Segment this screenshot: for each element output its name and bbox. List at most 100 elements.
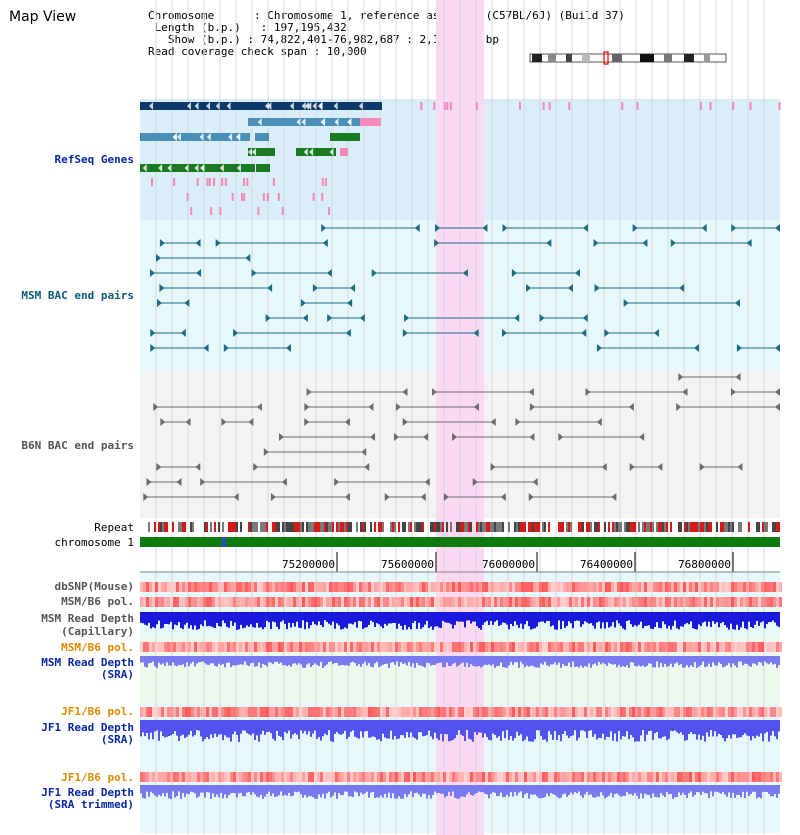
polymorphism-cell — [773, 707, 776, 717]
polymorphism-cell — [356, 597, 359, 607]
read-depth-bar — [430, 720, 432, 737]
polymorphism-cell — [188, 597, 191, 607]
read-depth-bar — [332, 720, 334, 742]
repeat-element — [356, 522, 358, 532]
read-depth-bar — [170, 656, 172, 666]
polymorphism-cell — [611, 772, 614, 782]
polymorphism-cell — [263, 597, 266, 607]
polymorphism-cell — [302, 772, 305, 782]
polymorphism-cell — [377, 707, 380, 717]
read-depth-bar — [572, 720, 574, 736]
track-label-jf1-depth-trimmed: JF1 Read Depth — [41, 786, 134, 799]
polymorphism-cell — [269, 642, 272, 652]
polymorphism-cell — [521, 707, 524, 717]
read-depth-bar — [644, 612, 646, 626]
polymorphism-cell — [530, 772, 533, 782]
bac-end-arrow — [582, 314, 588, 322]
read-depth-bar — [248, 656, 250, 666]
polymorphism-cell — [623, 582, 626, 592]
read-depth-bar — [552, 785, 554, 795]
track-label-refseq[interactable]: RefSeq Genes — [54, 153, 134, 166]
polymorphism-cell — [290, 642, 293, 652]
read-depth-bar — [642, 612, 644, 629]
read-depth-bar — [352, 656, 354, 662]
read-depth-bar — [480, 785, 482, 793]
read-depth-bar — [696, 720, 698, 740]
polymorphism-cell — [305, 772, 308, 782]
polymorphism-cell — [473, 772, 476, 782]
read-depth-bar — [184, 656, 186, 668]
polymorphism-cell — [437, 707, 440, 717]
read-depth-bar — [272, 785, 274, 794]
read-depth-bar — [288, 612, 290, 623]
read-depth-bar — [214, 656, 216, 666]
read-depth-bar — [532, 612, 534, 629]
read-depth-bar — [742, 656, 744, 666]
track-label-msm-bac[interactable]: MSM BAC end pairs — [21, 289, 134, 302]
read-depth-bar — [140, 785, 142, 794]
polymorphism-cell — [461, 642, 464, 652]
bac-end-arrow — [256, 403, 262, 411]
polymorphism-cell — [695, 707, 698, 717]
polymorphism-cell — [707, 772, 710, 782]
read-depth-bar — [540, 656, 542, 664]
read-depth-bar — [552, 656, 554, 665]
polymorphism-cell — [239, 597, 242, 607]
polymorphism-cell — [713, 597, 716, 607]
polymorphism-cell — [188, 772, 191, 782]
bac-end-arrow — [414, 224, 420, 232]
read-depth-bar — [586, 720, 588, 739]
polymorphism-cell — [461, 707, 464, 717]
polymorphism-cell — [737, 597, 740, 607]
polymorphism-cell — [758, 642, 761, 652]
read-depth-bar — [254, 656, 256, 667]
repeat-element — [502, 522, 504, 532]
read-depth-bar — [758, 656, 760, 663]
polymorphism-cell — [314, 707, 317, 717]
read-depth-bar — [476, 656, 478, 667]
read-depth-bar — [676, 612, 678, 629]
repeat-element — [582, 522, 584, 532]
polymorphism-cell — [566, 597, 569, 607]
gene-exon-arrow — [304, 102, 309, 110]
read-depth-bar — [148, 720, 150, 740]
read-depth-bar — [480, 612, 482, 630]
polymorphism-cell — [212, 772, 215, 782]
ideogram-band — [640, 54, 654, 62]
read-depth-bar — [234, 612, 236, 623]
track-label-b6n-bac[interactable]: B6N BAC end pairs — [21, 439, 134, 452]
polymorphism-cell — [611, 707, 614, 717]
polymorphism-cell — [539, 772, 542, 782]
read-depth-bar — [726, 785, 728, 797]
gene-marker — [636, 102, 639, 110]
read-depth-bar — [362, 656, 364, 664]
bac-end-arrow — [149, 269, 155, 277]
repeat-element — [476, 522, 478, 532]
repeat-element — [324, 522, 326, 532]
read-depth-bar — [590, 612, 592, 624]
polymorphism-cell — [386, 707, 389, 717]
read-depth-bar — [628, 785, 630, 795]
polymorphism-cell — [635, 597, 638, 607]
polymorphism-cell — [602, 597, 605, 607]
read-depth-bar — [200, 656, 202, 663]
repeat-element — [282, 522, 284, 532]
polymorphism-cell — [584, 582, 587, 592]
polymorphism-cell — [278, 582, 281, 592]
bac-end-arrow — [632, 224, 638, 232]
read-depth-bar — [270, 656, 272, 663]
read-depth-bar — [170, 720, 172, 736]
polymorphism-cell — [671, 642, 674, 652]
bac-end-arrow — [233, 329, 239, 337]
polymorphism-cell — [659, 707, 662, 717]
polymorphism-cell — [674, 707, 677, 717]
polymorphism-cell — [506, 597, 509, 607]
dbsnp-strip — [140, 582, 782, 592]
read-depth-bar — [554, 612, 556, 630]
polymorphism-cell — [635, 772, 638, 782]
polymorphism-cell — [419, 642, 422, 652]
read-depth-bar — [694, 612, 696, 630]
read-depth-bar — [402, 720, 404, 736]
polymorphism-cell — [584, 642, 587, 652]
